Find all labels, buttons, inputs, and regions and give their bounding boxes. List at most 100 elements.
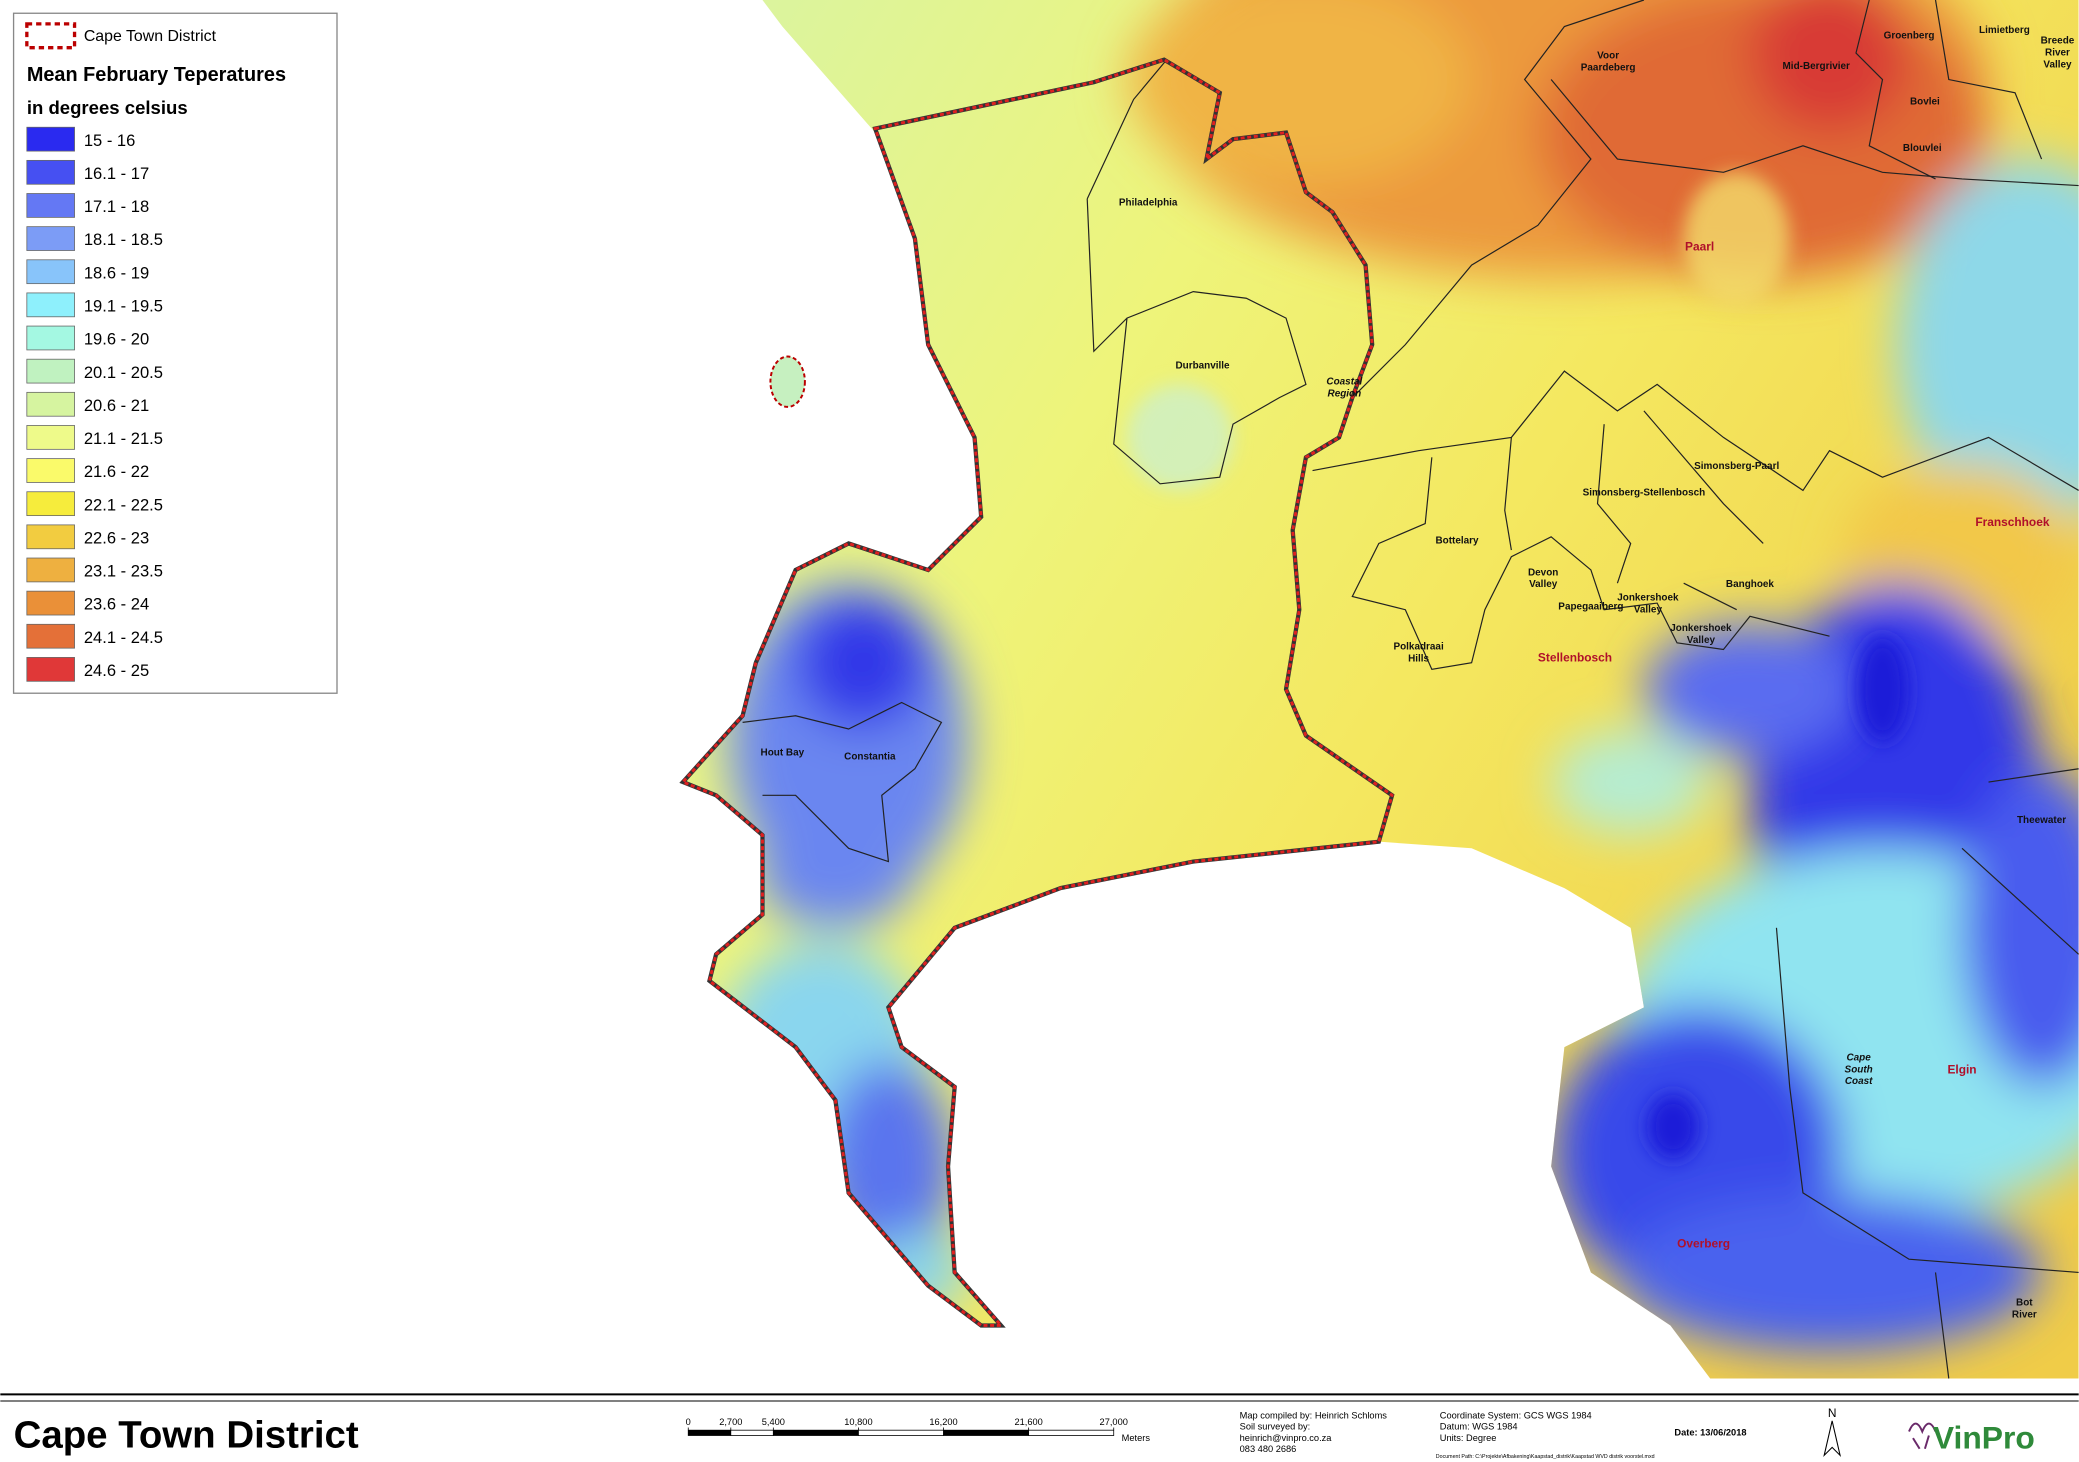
map-label: Coast bbox=[1845, 1076, 1873, 1087]
map-label: Bot bbox=[2016, 1298, 2033, 1309]
coordinate-info: Coordinate System: GCS WGS 1984 Datum: WG… bbox=[1440, 1410, 1592, 1443]
district-boundary bbox=[680, 58, 1394, 1327]
map-label: Simonsberg-Paarl bbox=[1694, 461, 1779, 472]
legend-label: 24.1 - 24.5 bbox=[84, 628, 163, 647]
map-label: Blouvlei bbox=[1903, 143, 1942, 154]
legend-label: 21.6 - 22 bbox=[84, 462, 149, 481]
legend-swatch bbox=[26, 358, 75, 384]
map-label: Durbanville bbox=[1175, 360, 1230, 371]
legend-label: 21.1 - 21.5 bbox=[84, 429, 163, 448]
coordinate-line: Coordinate System: GCS WGS 1984 bbox=[1440, 1410, 1592, 1420]
map-label: Theewater bbox=[2017, 815, 2066, 826]
legend-swatch bbox=[26, 159, 75, 185]
logo-mark bbox=[1908, 1422, 1937, 1450]
map-label: Banghoek bbox=[1726, 579, 1775, 590]
document-path: Document Path: C:\Projekte\Afbakening\Ka… bbox=[1436, 1454, 1655, 1460]
map-label: Overberg bbox=[1677, 1236, 1730, 1250]
legend-boundary-label: Cape Town District bbox=[84, 28, 217, 45]
scale-tick-label: 5,400 bbox=[762, 1417, 785, 1427]
north-label: N bbox=[1828, 1406, 1837, 1420]
map-label: Voor bbox=[1597, 50, 1619, 61]
logo: VinPro bbox=[1908, 1420, 2035, 1456]
credits: Map compiled by: Heinrich Schloms Soil su… bbox=[1240, 1410, 1388, 1454]
map-label: Valley bbox=[1634, 604, 1663, 615]
legend-swatch bbox=[26, 425, 75, 450]
legend-label: 17.1 - 18 bbox=[84, 197, 149, 216]
legend-swatch bbox=[26, 126, 75, 152]
map-label: Papegaaiberg bbox=[1558, 602, 1623, 613]
legend-swatch bbox=[26, 292, 75, 318]
temperature-surface bbox=[682, 0, 2079, 1379]
map-label: Groenberg bbox=[1884, 30, 1935, 41]
map-label: South bbox=[1845, 1064, 1873, 1075]
coordinate-line: Datum: WGS 1984 bbox=[1440, 1422, 1518, 1432]
scale-tick-label: 16,200 bbox=[929, 1417, 957, 1427]
map-label: River bbox=[2045, 48, 2070, 59]
map-label: Jonkershoek bbox=[1617, 592, 1679, 603]
map-label: Coastal bbox=[1326, 376, 1362, 387]
legend-label: 18.6 - 19 bbox=[84, 263, 149, 282]
footer-title: Cape Town District bbox=[14, 1413, 359, 1456]
scale-tick-label: 2,700 bbox=[719, 1417, 742, 1427]
legend-swatch bbox=[26, 657, 75, 682]
legend-label: 23.6 - 24 bbox=[84, 595, 149, 614]
scale-segment bbox=[1028, 1429, 1115, 1436]
scale-tick-label: 10,800 bbox=[844, 1417, 872, 1427]
ward-boundaries bbox=[742, 0, 2079, 1379]
credit-line: heinrich@vinpro.co.za bbox=[1240, 1433, 1333, 1443]
legend-label: 15 - 16 bbox=[84, 131, 136, 150]
legend-swatch bbox=[26, 226, 75, 251]
legend-subtitle: in degrees celsius bbox=[27, 97, 188, 118]
scale-segment bbox=[943, 1429, 1030, 1436]
legend-swatch bbox=[26, 193, 75, 218]
scale-tick-label: 27,000 bbox=[1100, 1417, 1128, 1427]
legend-swatch bbox=[26, 458, 75, 483]
scale-tick-label: 21,600 bbox=[1014, 1417, 1042, 1427]
north-arrow-shape bbox=[1823, 1420, 1842, 1458]
map-label: Bovlei bbox=[1910, 97, 1940, 108]
legend-swatch bbox=[26, 259, 75, 285]
legend-swatch bbox=[26, 524, 75, 550]
north-arrow: N bbox=[1823, 1406, 1842, 1458]
legend-label: 19.6 - 20 bbox=[84, 330, 149, 349]
scale-segment bbox=[858, 1429, 944, 1436]
map-label: Simonsberg-Stellenbosch bbox=[1583, 488, 1706, 499]
legend-label: 20.1 - 20.5 bbox=[84, 363, 163, 382]
map-label: Devon bbox=[1528, 567, 1558, 578]
map-label: Jonkershoek bbox=[1670, 623, 1732, 634]
legend-title: Mean February Teperatures bbox=[27, 64, 286, 86]
legend-swatch bbox=[26, 491, 75, 517]
scale-segment bbox=[772, 1429, 859, 1436]
map-label: Constantia bbox=[844, 751, 896, 762]
legend-label: 20.6 - 21 bbox=[84, 396, 149, 415]
scale-segment bbox=[687, 1429, 732, 1436]
map-label: Elgin bbox=[1947, 1063, 1976, 1077]
legend-label: 16.1 - 17 bbox=[84, 164, 149, 183]
map-label: Valley bbox=[1687, 635, 1716, 646]
map-label: Hout Bay bbox=[761, 748, 805, 759]
map-label: Franschhoek bbox=[1975, 515, 2049, 529]
legend-label: 19.1 - 19.5 bbox=[84, 296, 163, 315]
legend-label: 22.6 - 23 bbox=[84, 528, 149, 547]
map-label: Breede bbox=[2041, 36, 2075, 47]
legend-items: 15 - 16 16.1 - 17 17.1 - 18 18.1 - 18.5 18.6… bbox=[26, 126, 163, 682]
coordinate-line: Units: Degree bbox=[1440, 1433, 1497, 1443]
scale-segment bbox=[730, 1429, 774, 1436]
legend-label: 22.1 - 22.5 bbox=[84, 495, 163, 514]
robben-island bbox=[769, 355, 806, 408]
credit-line: 083 480 2686 bbox=[1240, 1444, 1297, 1454]
legend-label: 18.1 - 18.5 bbox=[84, 230, 163, 249]
map-label: Cape bbox=[1846, 1052, 1871, 1063]
map-label: Bottelary bbox=[1435, 535, 1479, 546]
map-label: Philadelphia bbox=[1119, 197, 1178, 208]
logo-text: VinPro bbox=[1933, 1420, 2035, 1456]
map-label: Valley bbox=[2043, 60, 2072, 71]
map-label: River bbox=[2012, 1310, 2037, 1321]
map-label: Limietberg bbox=[1979, 25, 2030, 36]
legend-swatch bbox=[26, 590, 75, 616]
map-label: Paarl bbox=[1685, 240, 1714, 254]
hill-shading bbox=[1126, 172, 1910, 1160]
credit-line: Map compiled by: Heinrich Schloms bbox=[1240, 1410, 1388, 1420]
